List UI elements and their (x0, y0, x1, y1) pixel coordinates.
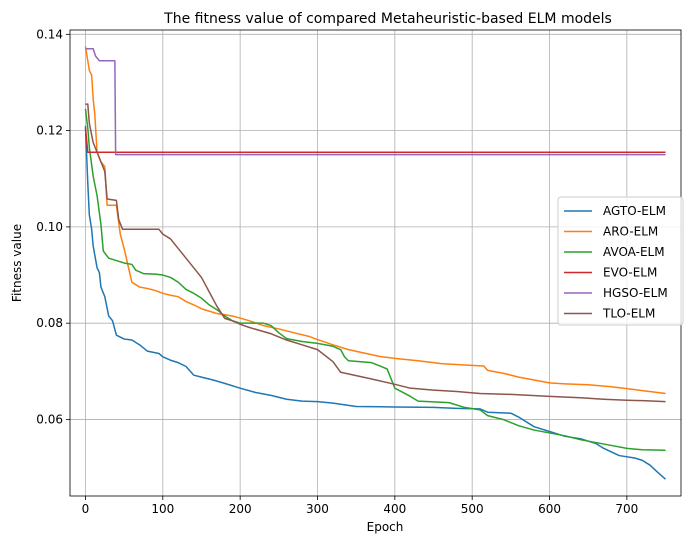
y-tick-label: 0.14 (36, 27, 63, 41)
legend-label: HGSO-ELM (603, 286, 668, 300)
x-tick-label: 400 (383, 502, 406, 516)
x-tick-label: 200 (229, 502, 252, 516)
x-tick-label: 700 (615, 502, 638, 516)
legend-label: TLO-ELM (602, 307, 655, 321)
x-tick-label: 500 (461, 502, 484, 516)
x-tick-label: 100 (151, 502, 174, 516)
y-tick-label: 0.08 (36, 316, 63, 330)
x-tick-label: 300 (306, 502, 329, 516)
y-tick-label: 0.12 (36, 124, 63, 138)
series-line-avoa-elm (84, 108, 666, 452)
legend-label: AGTO-ELM (603, 204, 666, 218)
legend-label: ARO-ELM (603, 225, 658, 239)
series-line-tlo-elm (85, 103, 666, 403)
chart-title: The fitness value of compared Metaheuris… (163, 11, 612, 27)
y-tick-label: 0.10 (36, 220, 63, 234)
x-tick-label: 0 (82, 502, 90, 516)
legend: AGTO-ELM ARO-ELM AVOA-ELM EVO-ELM HGSO-ELM TL… (557, 196, 684, 326)
y-axis-label: Fitness value (10, 224, 24, 302)
x-axis-label: Epoch (367, 520, 404, 534)
x-axis-ticks: 0 100 200 300 400 500 600 700 (82, 496, 638, 516)
legend-label: EVO-ELM (603, 266, 657, 280)
series-line-hgso-elm (85, 48, 666, 156)
y-axis-ticks: 0.06 0.08 0.10 0.12 0.14 (36, 27, 70, 426)
y-tick-label: 0.06 (36, 412, 63, 426)
x-tick-label: 600 (538, 502, 561, 516)
series-layer (84, 46, 667, 480)
series-line-evo-elm (84, 128, 666, 154)
legend-label: AVOA-ELM (603, 245, 665, 259)
